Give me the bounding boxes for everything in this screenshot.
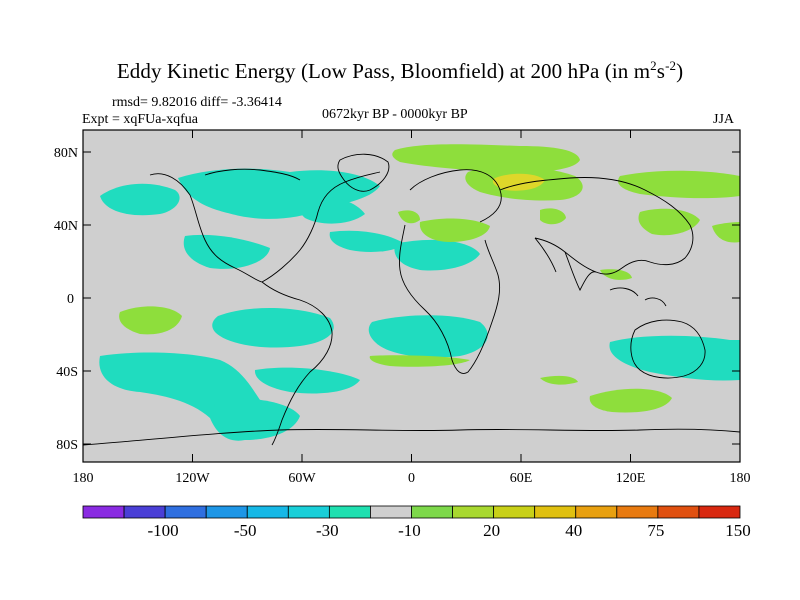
- colorbar-swatch: [575, 505, 618, 519]
- y-tick-label: 40N: [54, 219, 78, 234]
- coast-australia: [630, 319, 706, 379]
- colorbar-label: 150: [725, 521, 751, 540]
- x-tick-label: 0: [408, 471, 415, 486]
- neg-region-nw-atlantic: [297, 195, 365, 224]
- period-label: 0672kyr BP - 0000kyr BP: [322, 107, 468, 122]
- neg-region-n-africa: [394, 239, 480, 271]
- coast-asia: [499, 177, 694, 275]
- colorbar-swatch: [534, 505, 577, 519]
- pos-region-small-e-pacific: [600, 269, 632, 280]
- coast-india-arabia: [534, 237, 597, 292]
- y-tick-label: 80S: [56, 438, 78, 453]
- plot-title: Eddy Kinetic Energy (Low Pass, Bloomfiel…: [116, 58, 684, 83]
- y-tick-label: 80N: [54, 146, 78, 161]
- neg-region-s-atlantic-africa: [368, 315, 488, 358]
- colorbar-labels: -100 -50 -30 -10 20 40 75 150: [147, 521, 750, 540]
- colorbar-label: 40: [565, 521, 582, 540]
- neg-region-s-pacific: [212, 307, 334, 348]
- colorbar-swatch: [205, 505, 248, 519]
- colorbar-label: 75: [647, 521, 664, 540]
- neg-region-na-southwest: [183, 234, 270, 269]
- x-tick-label: 60E: [510, 471, 533, 486]
- season-label: JJA: [713, 112, 735, 127]
- neg-region-n-pacific: [100, 183, 180, 216]
- pos-region-w-africa-small: [398, 210, 420, 224]
- colorbar-label: -100: [147, 521, 178, 540]
- coastlines: [82, 153, 741, 446]
- coast-greenland: [337, 153, 390, 192]
- x-tick-label: 120W: [175, 471, 210, 486]
- pos-region-w-pacific: [712, 222, 740, 243]
- rmsd-diff-stats: rmsd= 9.82016 diff= -3.36414: [112, 95, 282, 110]
- colorbar-label: 20: [483, 521, 500, 540]
- x-tick-label: 180: [73, 471, 94, 486]
- colorbar-swatch: [246, 505, 289, 519]
- pos-region-mediterranean: [419, 218, 490, 242]
- x-tick-label: 120E: [616, 471, 646, 486]
- colorbar-swatch: [328, 505, 371, 519]
- y-axis: [83, 151, 740, 445]
- experiment-label: Expt = xqFUa-xqfua: [82, 112, 198, 127]
- pos-region-indian-ocean-south: [589, 388, 672, 413]
- colorbar-swatch: [452, 505, 495, 519]
- colorbar-swatch: [370, 505, 412, 519]
- coast-south-america: [261, 281, 333, 446]
- colorbar-swatch: [657, 505, 700, 519]
- x-tick-label: 180: [730, 471, 751, 486]
- colorbar-label: -30: [316, 521, 339, 540]
- x-axis: [82, 130, 741, 462]
- y-tick-label: 0: [67, 292, 74, 307]
- colorbar-swatch: [493, 505, 536, 519]
- pos-region-caspian: [540, 208, 566, 225]
- colorbar-swatch: [411, 505, 453, 519]
- coast-north-america: [149, 168, 381, 283]
- colorbar-swatch: [164, 505, 207, 519]
- neg-region-mid-atlantic: [329, 230, 405, 252]
- pos-region-ural-core: [492, 173, 545, 191]
- anomaly-fields: [99, 144, 740, 441]
- colorbar-label: -50: [234, 521, 257, 540]
- coast-maritime-continent: [609, 287, 667, 307]
- colorbar-swatch: [698, 505, 741, 519]
- colorbar-swatch: [123, 505, 166, 519]
- pos-region-s-pacific-small: [540, 375, 578, 385]
- pos-region-far-east: [638, 208, 700, 236]
- y-tick-label: 40S: [56, 365, 78, 380]
- coast-antarctica: [82, 428, 741, 446]
- coast-europe-africa: [399, 169, 502, 374]
- pos-region-s-atlantic-strip: [369, 355, 470, 367]
- neg-region-s-atlantic-band: [254, 367, 360, 394]
- colorbar-label: -10: [398, 521, 421, 540]
- pos-region-arctic-north: [392, 144, 580, 173]
- colorbar-swatch: [82, 505, 125, 519]
- neg-region-australia: [609, 335, 740, 381]
- colorbar-swatch: [287, 505, 330, 519]
- colorbar: [82, 505, 741, 519]
- x-tick-label: 60W: [288, 471, 316, 486]
- colorbar-swatch: [616, 505, 659, 519]
- pos-region-e-pacific-tropics: [119, 306, 182, 335]
